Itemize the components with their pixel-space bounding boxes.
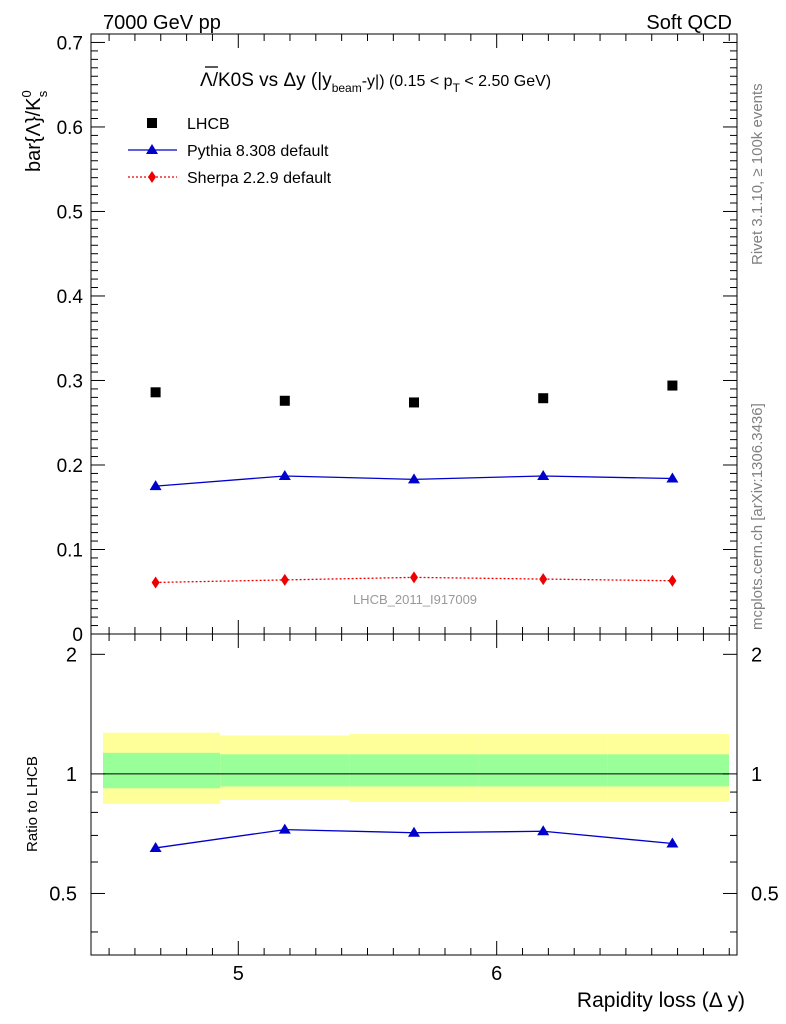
main-ylabel: bar{Λ}/K0s bbox=[19, 90, 50, 172]
main-title: Λ/K0S vs Δy (|ybeam-y|) (0.15 < pT < 2.5… bbox=[200, 70, 551, 95]
green-band-bin bbox=[478, 754, 608, 787]
ratio-ytick-label-right: 0.5 bbox=[751, 883, 779, 905]
main-axis-ticks: 0 0.1 0.2 0.3 0.4 0.5 0.6 0.7 bbox=[57, 33, 737, 646]
ratio-xtick-label: 6 bbox=[491, 963, 502, 985]
legend: LHCB Pythia 8.308 default Sherpa 2.2.9 d… bbox=[128, 116, 332, 187]
title-sub-t: T bbox=[453, 81, 461, 95]
pythia-point bbox=[408, 473, 420, 484]
title-sub-beam: beam bbox=[332, 81, 362, 95]
legend-label-lhcb: LHCB bbox=[187, 116, 230, 133]
main-ytick-label: 0.2 bbox=[57, 456, 83, 477]
ratio-pythia-point bbox=[278, 823, 291, 834]
ylabel-sup: 0 bbox=[19, 90, 34, 97]
sherpa-point bbox=[539, 573, 548, 586]
main-ytick-label: 0.7 bbox=[57, 33, 83, 54]
ratio-pythia-point bbox=[666, 837, 679, 848]
lhcb-data-point bbox=[279, 395, 290, 406]
x-axis-label: Rapidity loss (Δ y) bbox=[577, 989, 745, 1012]
legend-label-pythia: Pythia 8.308 default bbox=[187, 143, 329, 160]
ratio-frame bbox=[90, 633, 738, 956]
main-panel: 0 0.1 0.2 0.3 0.4 0.5 0.6 0.7 Λ/K0S vs Δy (|ybe… bbox=[19, 33, 738, 646]
ratio-xtick-label: 5 bbox=[233, 963, 244, 985]
header-right: Soft QCD bbox=[646, 12, 732, 34]
green-band-bin bbox=[103, 752, 221, 789]
ratio-ytick-label-left: 2 bbox=[66, 644, 77, 666]
main-ytick-label: 0.3 bbox=[57, 371, 83, 392]
ratio-panel: 0.5 1 2 0.5 1 2 5 6 Ratio to LHCB Rapidity loss… bbox=[24, 633, 779, 1012]
sherpa-point bbox=[668, 574, 677, 587]
ratio-ytick-label-left: 0.5 bbox=[49, 883, 77, 905]
main-ytick-label: 0.5 bbox=[57, 202, 83, 223]
legend-label-sherpa: Sherpa 2.2.9 default bbox=[187, 170, 332, 187]
green-band-bin bbox=[349, 754, 479, 787]
main-ytick-label: 0.1 bbox=[57, 540, 83, 561]
header-left: 7000 GeV pp bbox=[103, 12, 221, 34]
lhcb-data-point bbox=[150, 387, 161, 398]
ylabel-sub: s bbox=[35, 90, 50, 97]
ratio-pythia-point bbox=[537, 825, 550, 836]
ratio-uncertainty-bands bbox=[103, 732, 729, 804]
analysis-watermark: LHCB_2011_I917009 bbox=[353, 592, 477, 607]
main-series-markers bbox=[149, 380, 679, 589]
ratio-ytick-label-left: 1 bbox=[66, 764, 77, 786]
pythia-point bbox=[537, 469, 550, 480]
green-band-bin bbox=[607, 754, 729, 787]
pythia-point bbox=[149, 480, 162, 491]
lhcb-data-point bbox=[538, 393, 549, 404]
sherpa-point bbox=[410, 571, 418, 584]
main-ytick-label: 0.6 bbox=[57, 118, 83, 139]
ratio-ylabel: Ratio to LHCB bbox=[24, 756, 41, 852]
ratio-ytick-label-right: 1 bbox=[751, 764, 762, 786]
lhcb-data-point bbox=[409, 397, 419, 408]
legend-marker-lhcb bbox=[147, 118, 157, 128]
title-lambda-bar: Λ bbox=[200, 70, 213, 91]
mcplots-label: mcplots.cern.ch [arXiv:1306.3436] bbox=[749, 403, 766, 630]
title-end: < 2.50 GeV) bbox=[460, 73, 551, 90]
green-band-bin bbox=[220, 754, 350, 787]
main-ytick-label: 0 bbox=[72, 625, 83, 646]
ratio-pythia-point bbox=[408, 826, 420, 837]
ylabel-pre: bar{Λ}/K bbox=[23, 97, 45, 172]
ratio-pythia-point bbox=[149, 841, 162, 852]
ratio-axis-ticks: 0.5 1 2 0.5 1 2 5 6 bbox=[49, 634, 779, 985]
rivet-label: Rivet 3.1.10, ≥ 100k events bbox=[749, 83, 766, 265]
sherpa-point bbox=[151, 576, 160, 589]
pythia-point bbox=[666, 472, 679, 483]
ratio-ytick-label-right: 2 bbox=[751, 644, 762, 666]
pythia-point bbox=[278, 469, 291, 480]
title-mid2: -y|) (0.15 < p bbox=[362, 73, 453, 90]
main-ytick-label: 0.4 bbox=[57, 287, 84, 308]
main-series-lines bbox=[155, 475, 673, 584]
ratio-series-markers bbox=[149, 823, 679, 852]
lhcb-data-point bbox=[667, 380, 678, 391]
legend-marker-sherpa bbox=[148, 171, 156, 183]
legend-marker-pythia bbox=[146, 144, 158, 154]
title-mid: /K0S vs Δy (|y bbox=[213, 70, 332, 91]
sherpa-point bbox=[280, 573, 289, 586]
